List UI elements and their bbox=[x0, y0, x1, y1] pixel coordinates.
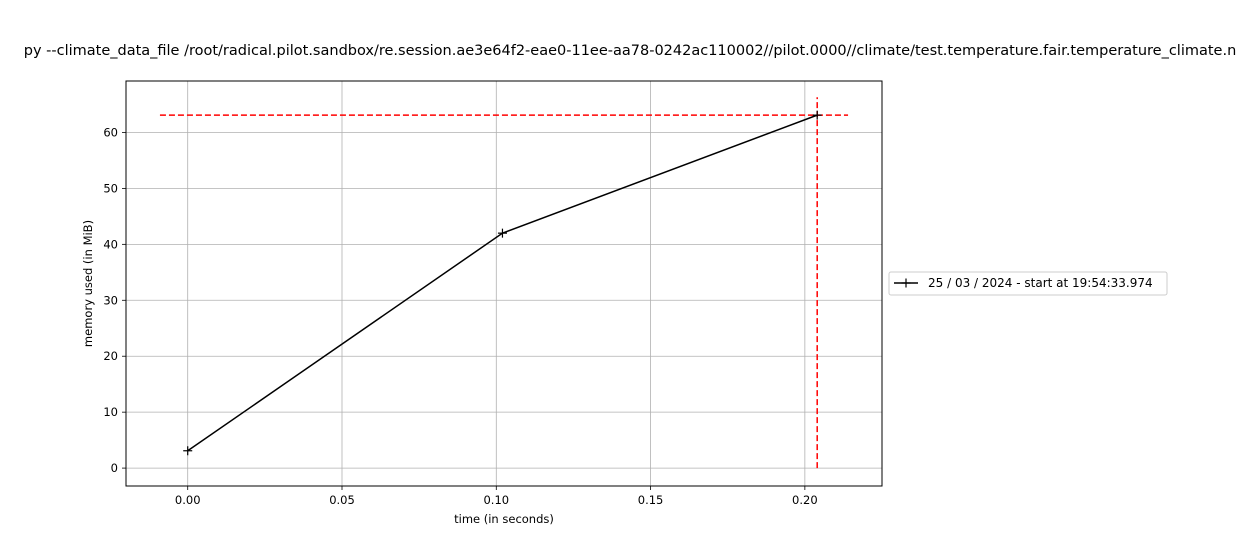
legend-box bbox=[888, 271, 1168, 296]
y-tick-label: 50 bbox=[103, 181, 118, 195]
legend-entry-label: 25 / 03 / 2024 - start at 19:54:33.974 bbox=[928, 276, 1153, 290]
y-axis-label: memory used (in MiB) bbox=[81, 220, 95, 347]
x-tick-label: 0.05 bbox=[329, 493, 355, 507]
data-point-marker bbox=[812, 110, 822, 120]
data-point-marker bbox=[497, 228, 507, 238]
x-tick-label: 0.10 bbox=[483, 493, 509, 507]
plot-frame bbox=[125, 80, 883, 487]
y-tick-label: 30 bbox=[103, 293, 118, 307]
data-point-marker bbox=[183, 446, 193, 456]
y-tick-label: 0 bbox=[111, 461, 118, 475]
legend-plus-marker bbox=[901, 278, 911, 288]
series-layer bbox=[183, 110, 822, 456]
y-axis-ticks: 0 10 20 30 40 50 60 bbox=[103, 125, 126, 475]
y-tick-label: 10 bbox=[103, 405, 118, 419]
y-tick-label: 20 bbox=[103, 349, 118, 363]
legend: 25 / 03 / 2024 - start at 19:54:33.974 bbox=[888, 271, 1168, 296]
x-tick-label: 0.15 bbox=[638, 493, 664, 507]
reference-lines bbox=[159, 97, 849, 469]
series-line bbox=[187, 114, 818, 452]
x-axis-label: time (in seconds) bbox=[454, 512, 554, 526]
x-tick-label: 0.20 bbox=[792, 493, 818, 507]
grid bbox=[126, 81, 882, 486]
x-tick-label: 0.00 bbox=[175, 493, 201, 507]
chart-title: py --climate_data_file /root/radical.pil… bbox=[24, 43, 1237, 59]
x-axis-ticks: 0.00 0.05 0.10 0.15 0.20 bbox=[175, 486, 818, 507]
y-tick-label: 60 bbox=[103, 125, 118, 139]
y-tick-label: 40 bbox=[103, 237, 118, 251]
